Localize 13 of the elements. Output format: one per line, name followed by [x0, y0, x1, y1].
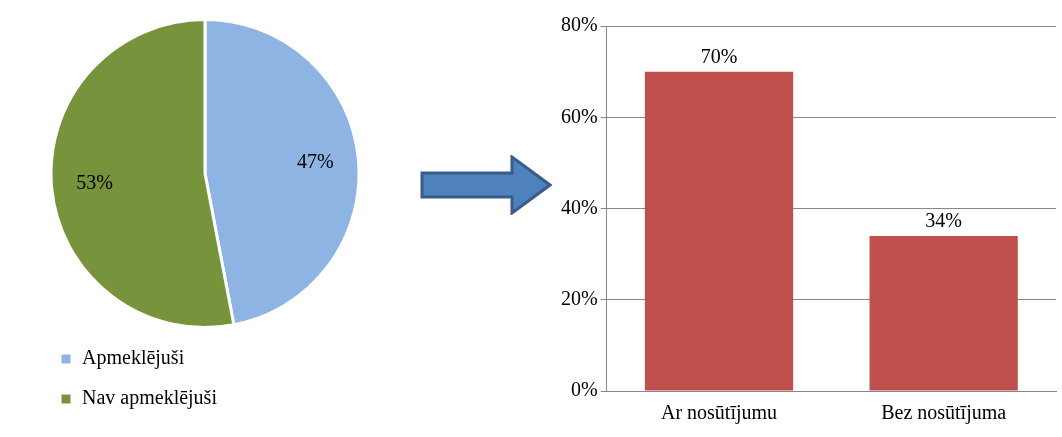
legend-label: Nav apmeklējuši	[82, 386, 218, 410]
y-tick-label: 40%	[560, 195, 598, 218]
y-tick-label: 0%	[570, 378, 598, 401]
x-tick-label: Ar nosūtījumu	[660, 401, 778, 425]
data-label: 34%	[925, 209, 962, 232]
data-label: 53%	[76, 171, 113, 194]
legend-label: Apmeklējuši	[82, 346, 185, 370]
y-tick-label: 80%	[560, 13, 598, 36]
y-tick-label: 20%	[560, 287, 598, 309]
x-tick-label: Bez nosūtījuma	[881, 401, 1007, 425]
data-label: 47%	[297, 150, 334, 173]
data-label: 70%	[700, 44, 738, 67]
y-tick-label: 60%	[560, 104, 598, 127]
